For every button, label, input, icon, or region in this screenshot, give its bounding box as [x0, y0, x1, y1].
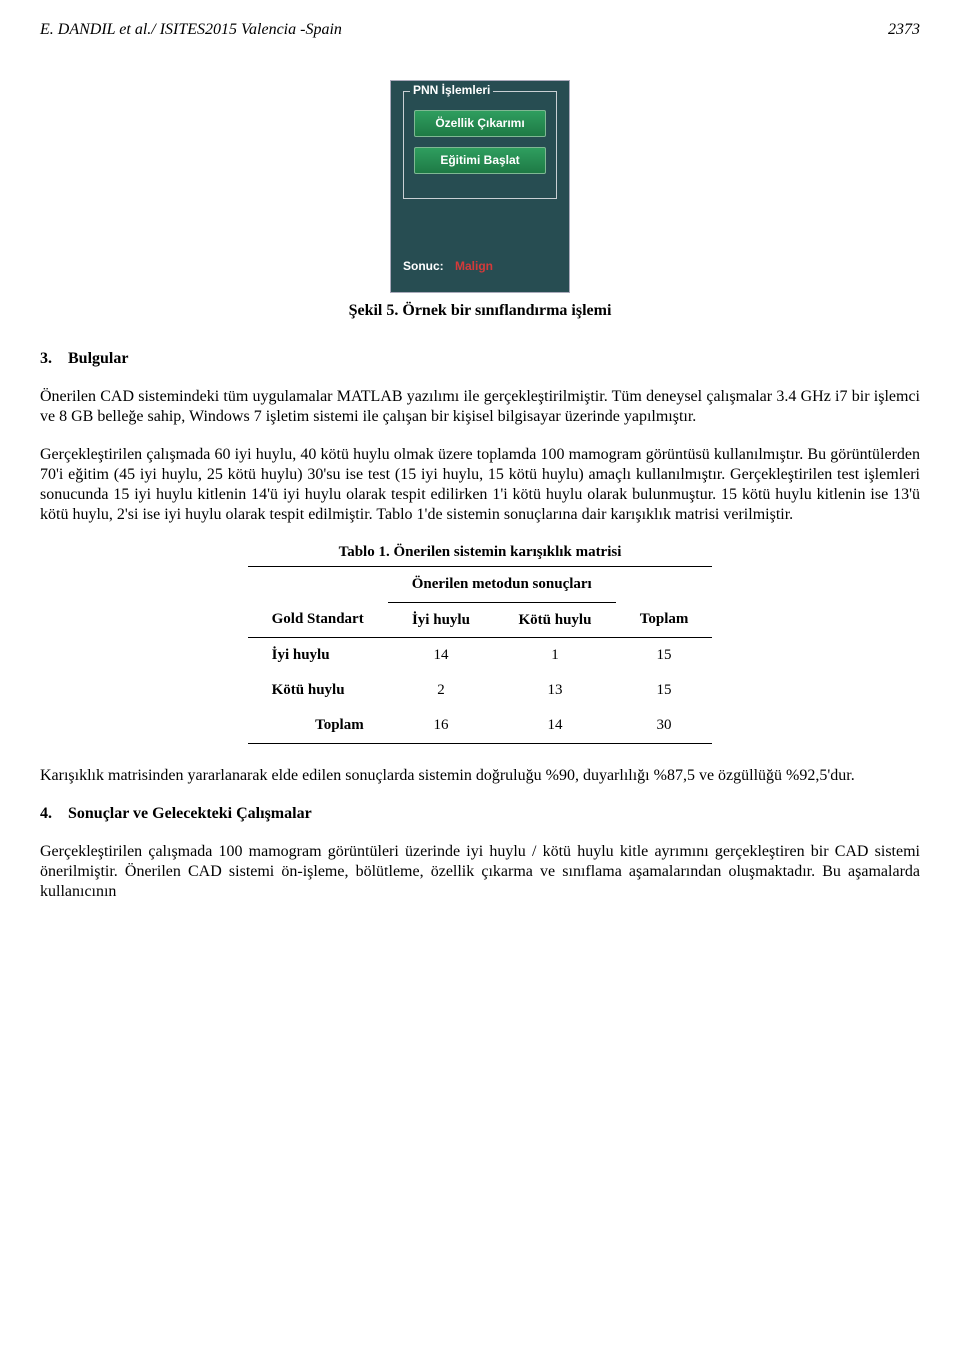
table-r1t: 15: [616, 638, 713, 673]
table-col-kotu: Kötü huylu: [494, 602, 616, 638]
feature-extraction-button[interactable]: Özellik Çıkarımı: [414, 110, 546, 137]
running-header: E. DANDIL et al./ ISITES2015 Valencia -S…: [40, 20, 920, 40]
section-4-title: Sonuçlar ve Gelecekteki Çalışmalar: [68, 805, 312, 822]
table-r1c1: 14: [388, 638, 494, 673]
confusion-matrix-table: Tablo 1. Önerilen sistemin karışıklık ma…: [248, 543, 713, 744]
start-training-button[interactable]: Eğitimi Başlat: [414, 147, 546, 174]
table-col-total: Toplam: [616, 602, 713, 638]
table-r1c2: 1: [494, 638, 616, 673]
table-row-total-label: Toplam: [248, 708, 388, 743]
table-span-header: Önerilen metodun sonuçları: [388, 566, 616, 602]
table-gold-standard-label: Gold Standart: [248, 602, 388, 638]
table-r2t: 15: [616, 673, 713, 708]
paragraph-3: Karışıklık matrisinden yararlanarak elde…: [40, 766, 920, 786]
section-3-title: Bulgular: [68, 350, 128, 367]
table-col-iyi: İyi huylu: [388, 602, 494, 638]
section-4-number: 4.: [40, 805, 52, 822]
table-rtc1: 16: [388, 708, 494, 743]
section-3-heading: 3. Bulgular: [40, 349, 920, 369]
gui-result-value: Malign: [455, 259, 493, 273]
paragraph-4: Gerçekleştirilen çalışmada 100 mamogram …: [40, 842, 920, 902]
table-row-kotu-label: Kötü huylu: [248, 673, 388, 708]
table-r2c2: 13: [494, 673, 616, 708]
paragraph-1: Önerilen CAD sistemindeki tüm uygulamala…: [40, 387, 920, 427]
table-row-iyi-label: İyi huylu: [248, 638, 388, 673]
gui-result-label: Sonuc:: [403, 259, 444, 273]
table-rtt: 30: [616, 708, 713, 743]
paragraph-2: Gerçekleştirilen çalışmada 60 iyi huylu,…: [40, 445, 920, 525]
gui-result-row: Sonuc: Malign: [403, 259, 557, 274]
header-page-number: 2373: [888, 20, 920, 40]
figure-caption: Şekil 5. Örnek bir sınıflandırma işlemi: [40, 301, 920, 321]
section-4-heading: 4. Sonuçlar ve Gelecekteki Çalışmalar: [40, 804, 920, 824]
table-caption: Tablo 1. Önerilen sistemin karışıklık ma…: [248, 543, 713, 566]
header-left: E. DANDIL et al./ ISITES2015 Valencia -S…: [40, 20, 342, 40]
table-r2c1: 2: [388, 673, 494, 708]
gui-fieldset: PNN İşlemleri Özellik Çıkarımı Eğitimi B…: [403, 91, 557, 199]
table-rtc2: 14: [494, 708, 616, 743]
gui-fieldset-legend: PNN İşlemleri: [410, 83, 493, 98]
gui-screenshot: PNN İşlemleri Özellik Çıkarımı Eğitimi B…: [390, 80, 570, 293]
section-3-number: 3.: [40, 350, 52, 367]
